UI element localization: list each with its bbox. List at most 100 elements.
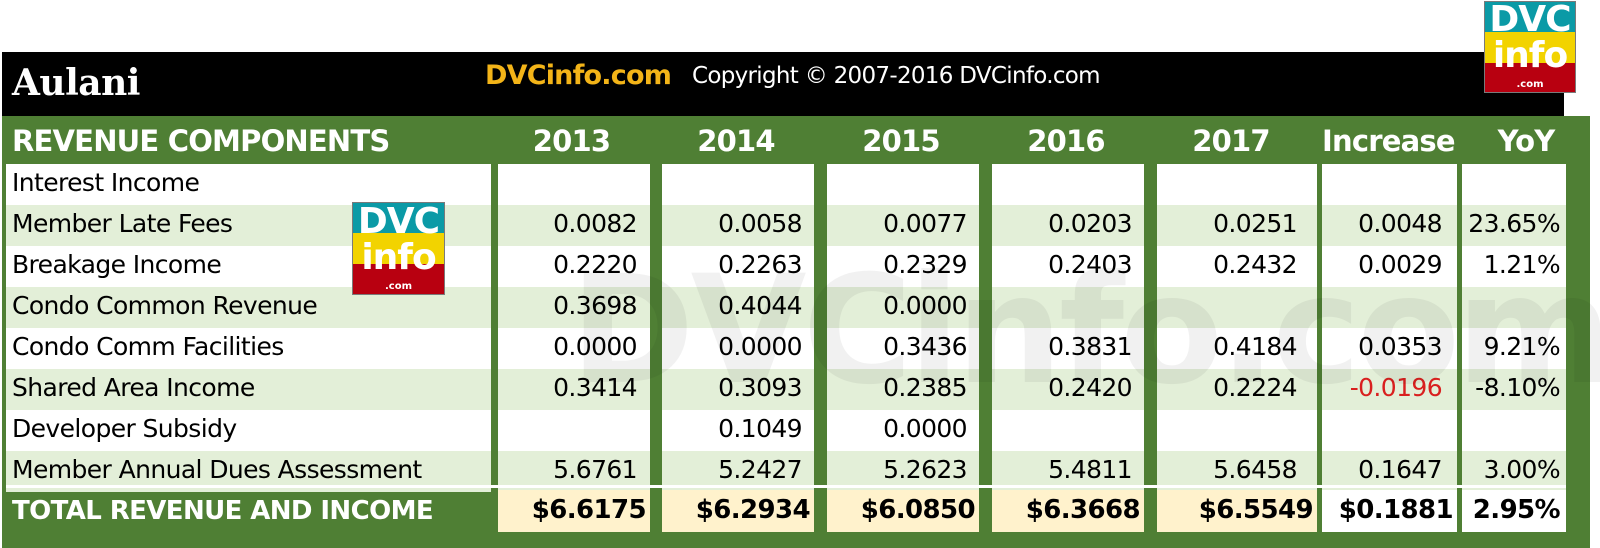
table-cell: 0.3436 (883, 332, 967, 361)
copyright-notice: Copyright © 2007-2016 DVCinfo.com (692, 63, 1101, 89)
row-label: Condo Common Revenue (12, 291, 318, 320)
table-cell: 0.4184 (1213, 332, 1297, 361)
row-band (6, 369, 491, 410)
row-band (498, 205, 650, 246)
row-band (662, 205, 814, 246)
row-band (827, 287, 979, 328)
dvcinfo-logo-top: DVC info .com (1484, 1, 1576, 93)
column-header: 2013 (532, 124, 611, 158)
table-cell: 0.3831 (1048, 332, 1132, 361)
table-cell: 9.21% (1483, 332, 1561, 361)
column-header: Increase (1322, 124, 1456, 158)
row-band (1157, 369, 1317, 410)
logo-text-com: .com (1516, 79, 1544, 90)
table-cell: 0.0048 (1358, 209, 1442, 238)
row-band (1322, 369, 1457, 410)
total-cell-bg (1157, 490, 1317, 532)
row-band (827, 205, 979, 246)
table-cell: 0.0082 (553, 209, 637, 238)
table-cell: 0.4044 (718, 291, 802, 320)
table-cell: 0.0000 (718, 332, 802, 361)
site-name: DVCinfo.com (485, 60, 672, 91)
table-cell: -8.10% (1475, 373, 1560, 402)
table-cell: 0.0000 (553, 332, 637, 361)
total-separator (6, 485, 1566, 488)
row-label: Member Late Fees (12, 209, 233, 238)
table-cell: 0.0251 (1213, 209, 1297, 238)
table-cell: 0.2403 (1048, 250, 1132, 279)
total-label: TOTAL REVENUE AND INCOME (12, 496, 434, 526)
row-band (1157, 287, 1317, 328)
table-cell: 1.21% (1483, 250, 1561, 279)
table-cell: 5.4811 (1048, 455, 1132, 484)
row-label: Interest Income (12, 168, 200, 197)
row-band (662, 369, 814, 410)
row-label: Condo Comm Facilities (12, 332, 284, 361)
table-cell: 5.2427 (718, 455, 802, 484)
title-bar (2, 52, 1564, 116)
total-cell: $6.2934 (695, 495, 811, 525)
row-band (1322, 287, 1457, 328)
total-cell-bg (992, 490, 1144, 532)
total-cell-bg (827, 490, 979, 532)
row-band (1157, 205, 1317, 246)
table-cell: 0.1049 (718, 414, 802, 443)
table-cell: 0.3698 (553, 291, 637, 320)
row-label: Developer Subsidy (12, 414, 237, 443)
table-cell: 0.0077 (883, 209, 967, 238)
logo-text-dvc: DVC (1489, 1, 1571, 40)
row-label: Shared Area Income (12, 373, 255, 402)
table-cell: 0.0000 (883, 414, 967, 443)
table-cell: 5.6458 (1213, 455, 1297, 484)
column-header: 2017 (1192, 124, 1270, 158)
total-cell: $6.6175 (531, 495, 647, 525)
row-label: Member Annual Dues Assessment (12, 455, 422, 484)
row-band (992, 369, 1144, 410)
total-cell: $6.0850 (860, 495, 976, 525)
total-cell: 2.95% (1472, 495, 1561, 525)
table-cell: 0.3414 (553, 373, 637, 402)
table-cell: 0.2220 (553, 250, 637, 279)
total-cell-bg (1462, 490, 1566, 532)
table-cell: 23.65% (1468, 209, 1560, 238)
total-cell-bg (662, 490, 814, 532)
table-cell: 0.0353 (1358, 332, 1442, 361)
logo-text-dvc: DVC (357, 202, 440, 242)
row-band (662, 287, 814, 328)
total-cell: $0.1881 (1338, 495, 1454, 525)
row-band (827, 369, 979, 410)
table-cell: 5.2623 (883, 455, 967, 484)
row-band (498, 287, 650, 328)
total-cell: $6.5549 (1198, 495, 1314, 525)
watermark-text: DVCinfo.com (570, 244, 1600, 418)
column-header: 2014 (697, 124, 775, 158)
table-cell: 0.2385 (883, 373, 967, 402)
table-cell: 0.1647 (1358, 455, 1442, 484)
table-cell: 0.0058 (718, 209, 802, 238)
table-cell: 0.0203 (1048, 209, 1132, 238)
column-header: 2016 (1027, 124, 1105, 158)
logo-text-info: info (1492, 35, 1568, 76)
table-cell: 0.2224 (1213, 373, 1297, 402)
row-label: Breakage Income (12, 250, 222, 279)
logo-text-com: .com (384, 281, 413, 292)
row-band (1462, 369, 1566, 410)
column-header-components: REVENUE COMPONENTS (12, 124, 390, 158)
column-header: YoY (1497, 124, 1556, 158)
table-cell: 5.6761 (553, 455, 637, 484)
table-cell: 0.2329 (883, 250, 967, 279)
dvcinfo-logo-inline: DVC info .com (352, 202, 445, 295)
row-band (1462, 287, 1566, 328)
total-cell: $6.3668 (1025, 495, 1141, 525)
table-cell: -0.0196 (1349, 373, 1443, 402)
logo-text-info: info (361, 237, 436, 278)
table-cell: 0.0000 (883, 291, 967, 320)
total-cell-bg (498, 490, 650, 532)
row-band (992, 205, 1144, 246)
row-band (1322, 205, 1457, 246)
total-cell-bg (1322, 490, 1457, 532)
table-cell: 0.3093 (718, 373, 802, 402)
table-cell: 0.2263 (718, 250, 802, 279)
table-cell: 0.2420 (1048, 373, 1132, 402)
table-cell: 3.00% (1483, 455, 1561, 484)
